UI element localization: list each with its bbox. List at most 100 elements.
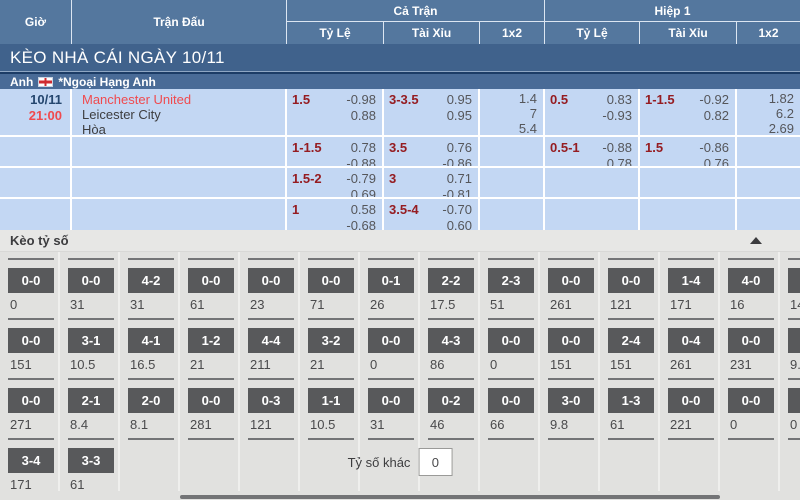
odds-value[interactable]: 0.78 — [350, 140, 376, 155]
odds-value[interactable]: 1.4 — [518, 91, 537, 106]
score-chip[interactable]: 4-0 — [728, 268, 774, 293]
score-chip[interactable]: 2-1 — [68, 388, 114, 413]
score-odds: 121 — [610, 297, 632, 312]
odds-value[interactable]: 0.78 — [606, 156, 632, 166]
score-chip[interactable]: 0-0 — [728, 328, 774, 353]
odds-value[interactable]: 0.83 — [606, 92, 632, 107]
score-chip[interactable]: 0-0 — [488, 328, 534, 353]
score-chip[interactable]: 4-3 — [428, 328, 474, 353]
score-chip[interactable]: 0-0 — [788, 388, 800, 413]
odds-value[interactable]: 6.2 — [775, 106, 794, 121]
odds-value[interactable]: -0.70 — [442, 202, 472, 217]
odds-value[interactable]: 0.82 — [703, 108, 729, 123]
score-chip[interactable]: 2-4 — [608, 328, 654, 353]
odds-value[interactable]: 0.95 — [446, 92, 472, 107]
h1-overunder-cell[interactable]: 1-1.5 -0.92 0.82 — [640, 89, 737, 135]
score-chip[interactable]: 2-3 — [488, 268, 534, 293]
scrollbar-thumb[interactable] — [180, 495, 720, 499]
score-chip[interactable]: 4-4 — [248, 328, 294, 353]
ft-overunder-cell[interactable]: 3.5-4 -0.70 0.60 — [384, 199, 480, 230]
odds-value[interactable]: -0.68 — [346, 218, 376, 230]
odds-value[interactable]: -0.88 — [602, 140, 632, 155]
odds-value[interactable]: -0.93 — [602, 108, 632, 123]
score-chip[interactable]: 4-2 — [128, 268, 174, 293]
horizontal-scrollbar[interactable] — [0, 494, 800, 500]
odds-value[interactable]: -0.98 — [346, 92, 376, 107]
ft-1x2-cell[interactable]: 1.4 7 5.4 — [480, 89, 545, 135]
odds-value[interactable]: 0.88 — [350, 108, 376, 123]
empty-cell — [0, 199, 72, 230]
odds-value[interactable]: -0.86 — [442, 156, 472, 166]
odds-value[interactable]: 7 — [529, 106, 537, 121]
score-chip[interactable]: 0-0 — [8, 268, 54, 293]
odds-value[interactable]: 2.69 — [768, 121, 794, 135]
odds-value[interactable]: -0.86 — [699, 140, 729, 155]
cell-top-line — [608, 438, 654, 440]
odds-value[interactable]: 1.82 — [768, 91, 794, 106]
score-chip[interactable]: 0-0 — [368, 328, 414, 353]
score-chip[interactable]: 0-0 — [668, 388, 714, 413]
score-chip[interactable]: 0-0 — [8, 388, 54, 413]
h1-overunder-cell[interactable]: 1.5 -0.86 0.76 — [640, 137, 737, 166]
score-chip[interactable]: 1-4 — [668, 268, 714, 293]
score-chip[interactable]: 3-0 — [548, 388, 594, 413]
score-chip[interactable]: 3-2 — [308, 328, 354, 353]
collapse-up-icon[interactable] — [750, 237, 762, 244]
score-chip[interactable]: 3-4 — [8, 448, 54, 473]
h1-1x2-cell[interactable]: 1.82 6.2 2.69 — [737, 89, 800, 135]
odds-value[interactable]: -0.81 — [442, 187, 472, 197]
score-chip[interactable]: 0-0 — [248, 268, 294, 293]
score-chip[interactable]: 0-2 — [428, 388, 474, 413]
score-chip[interactable]: 1-1 — [308, 388, 354, 413]
ft-overunder-cell[interactable]: 3 0.71 -0.81 — [384, 168, 480, 197]
odds-value[interactable]: 0.69 — [350, 187, 376, 197]
odds-value[interactable]: 0.60 — [446, 218, 472, 230]
score-chip[interactable]: 0-0 — [548, 268, 594, 293]
odds-value[interactable]: 0.58 — [350, 202, 376, 217]
score-chip[interactable]: 2-0 — [128, 388, 174, 413]
score-chip[interactable]: 0-0 — [548, 328, 594, 353]
score-chip[interactable]: 0-0 — [788, 268, 800, 293]
cell-top-line — [368, 318, 414, 320]
h1-handicap-cell[interactable]: 0.5-1 -0.88 0.78 — [545, 137, 640, 166]
odds-value[interactable]: 5.4 — [518, 121, 537, 135]
ft-overunder-cell[interactable]: 3.5 0.76 -0.86 — [384, 137, 480, 166]
score-chip[interactable]: 2-2 — [428, 268, 474, 293]
odds-value[interactable]: 0.95 — [446, 108, 472, 123]
score-chip[interactable]: 0-0 — [488, 388, 534, 413]
league-bar[interactable]: Anh *Ngoại Hạng Anh — [0, 72, 800, 89]
score-chip[interactable]: 3-1 — [68, 328, 114, 353]
score-chip[interactable]: 3-3 — [68, 448, 114, 473]
score-chip[interactable]: 0-0 — [188, 268, 234, 293]
odds-value[interactable]: -0.88 — [346, 156, 376, 166]
score-chip[interactable]: 0-0 — [68, 268, 114, 293]
score-chip[interactable]: 0-0 — [188, 388, 234, 413]
score-odds: 31 — [130, 297, 145, 312]
score-cell — [118, 432, 178, 491]
score-chip[interactable]: 0-0 — [728, 388, 774, 413]
odds-value[interactable]: 0.76 — [703, 156, 729, 166]
score-chip[interactable]: 0-0 — [368, 388, 414, 413]
ft-overunder-cell[interactable]: 3-3.5 0.95 0.95 — [384, 89, 480, 135]
score-chip[interactable]: 0-1 — [368, 268, 414, 293]
ft-handicap-cell[interactable]: 1 0.58 -0.68 — [287, 199, 384, 230]
other-score-input[interactable]: 0 — [418, 448, 453, 476]
score-chip[interactable]: 0-0 — [8, 328, 54, 353]
score-chip[interactable]: 4-1 — [128, 328, 174, 353]
odds-value[interactable]: -0.92 — [699, 92, 729, 107]
score-chip[interactable]: 1-3 — [608, 388, 654, 413]
odds-value[interactable]: -0.79 — [346, 171, 376, 186]
odds-value[interactable]: 0.71 — [446, 171, 472, 186]
h1-handicap-cell[interactable]: 0.5 0.83 -0.93 — [545, 89, 640, 135]
score-chip[interactable]: 0-0 — [308, 268, 354, 293]
odds-value[interactable]: 0.76 — [446, 140, 472, 155]
score-odds: 17.5 — [430, 297, 456, 312]
score-chip[interactable]: 1-0 — [788, 328, 800, 353]
score-chip[interactable]: 0-3 — [248, 388, 294, 413]
ft-handicap-cell[interactable]: 1.5 -0.98 0.88 — [287, 89, 384, 135]
ft-handicap-cell[interactable]: 1-1.5 0.78 -0.88 — [287, 137, 384, 166]
score-chip[interactable]: 1-2 — [188, 328, 234, 353]
ft-handicap-cell[interactable]: 1.5-2 -0.79 0.69 — [287, 168, 384, 197]
score-chip[interactable]: 0-0 — [608, 268, 654, 293]
score-chip[interactable]: 0-4 — [668, 328, 714, 353]
